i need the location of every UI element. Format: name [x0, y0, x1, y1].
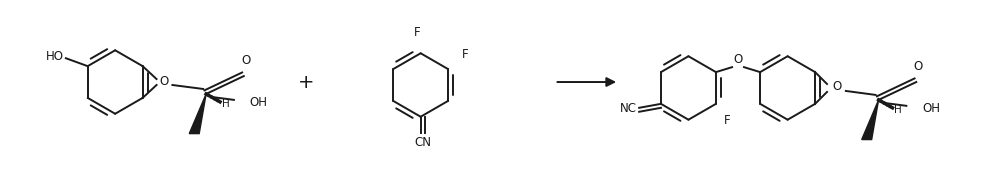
- Text: O: O: [914, 60, 923, 73]
- Text: HO: HO: [46, 50, 64, 63]
- Polygon shape: [862, 100, 879, 140]
- Text: F: F: [462, 48, 469, 61]
- Text: OH: OH: [922, 102, 940, 115]
- Text: F: F: [414, 26, 421, 39]
- Text: F: F: [724, 114, 730, 127]
- Text: CN: CN: [414, 136, 431, 149]
- Text: O: O: [832, 80, 842, 94]
- Text: O: O: [160, 74, 169, 88]
- Text: O: O: [241, 54, 250, 67]
- Text: OH: OH: [250, 96, 268, 109]
- Text: +: +: [298, 73, 315, 91]
- Text: O: O: [733, 53, 743, 66]
- Text: H: H: [894, 105, 902, 115]
- Text: NC: NC: [620, 102, 637, 115]
- Polygon shape: [189, 94, 206, 134]
- Text: H: H: [222, 99, 230, 109]
